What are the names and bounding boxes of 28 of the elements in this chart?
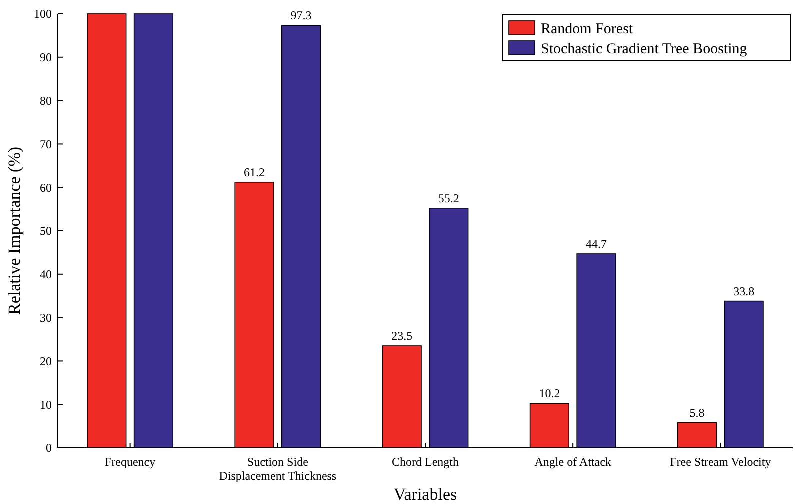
y-axis-title: Relative Importance (%) (5, 146, 24, 316)
y-tick-label: 90 (40, 50, 52, 65)
y-tick-label: 60 (40, 180, 52, 195)
y-tick-label: 80 (40, 94, 52, 108)
y-tick-label: 0 (46, 441, 52, 456)
legend-label: Random Forest (541, 21, 634, 38)
data-label: 33.8 (734, 284, 755, 298)
data-label: 97.3 (290, 8, 312, 23)
x-axis-title: Variables (394, 485, 458, 504)
x-tick-label: Chord Length (392, 455, 459, 469)
y-tick-label: 30 (40, 311, 52, 325)
data-label: 5.8 (690, 406, 705, 420)
y-tick-label: 50 (40, 224, 52, 238)
data-label: 44.7 (586, 237, 607, 251)
x-tick-label: Frequency (104, 455, 156, 469)
x-tick-label: Free Stream Velocity (670, 455, 772, 469)
data-label: 61.2 (244, 165, 266, 180)
x-tick-label: Suction Side Displacement Thickness (219, 455, 337, 483)
y-tick-label: 70 (40, 137, 52, 152)
y-tick-label: 10 (40, 398, 52, 412)
data-label: 55.2 (438, 191, 460, 206)
legend-label: Stochastic Gradient Tree Boosting (541, 41, 748, 58)
y-tick-label: 40 (40, 268, 52, 282)
y-tick-label: 20 (40, 354, 52, 368)
y-tick-label: 100 (34, 7, 52, 22)
data-label: 23.5 (392, 329, 413, 344)
x-tick-label: Angle of Attack (534, 455, 612, 469)
data-label: 10.2 (539, 386, 560, 401)
